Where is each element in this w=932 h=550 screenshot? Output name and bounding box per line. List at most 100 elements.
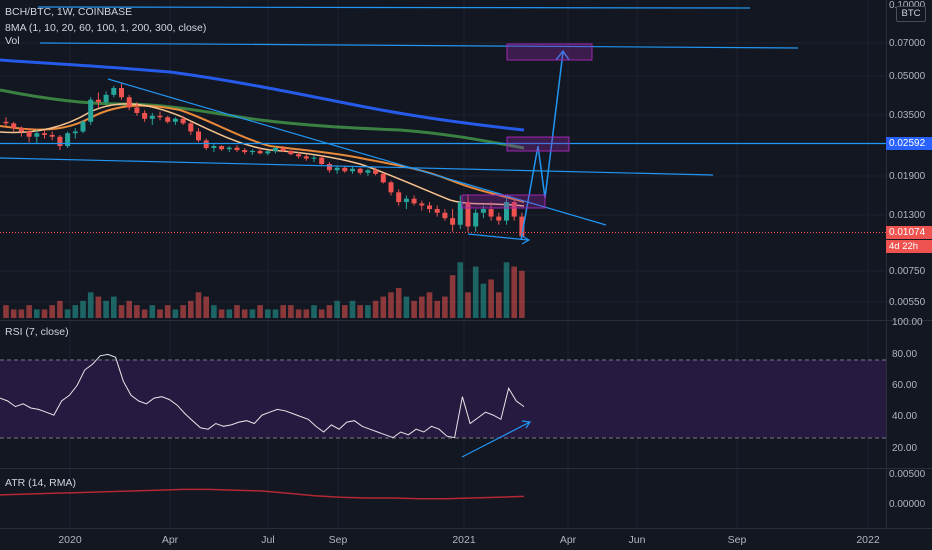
candle [57, 134, 63, 151]
trendline-lower [0, 157, 714, 176]
volume-bar [449, 275, 456, 318]
candle [249, 149, 255, 156]
rsi-legend[interactable]: RSI (7, close) [5, 326, 69, 338]
candle [511, 198, 517, 221]
volume-bar [211, 305, 217, 318]
volume-bar [265, 309, 271, 318]
time-label: Apr [162, 534, 179, 546]
volume-bar [434, 300, 440, 318]
candle [419, 200, 425, 211]
volume-bar [234, 305, 240, 318]
atr-legend[interactable]: ATR (14, RMA) [5, 477, 76, 489]
symbol-legend[interactable]: BCH/BTC, 1W, COINBASE [5, 6, 133, 18]
volume-legend[interactable]: Vol [5, 35, 20, 47]
candle [49, 131, 55, 141]
time-label: 2020 [58, 534, 82, 546]
volume-bar [380, 296, 387, 318]
candle [373, 167, 379, 176]
trendline-descending [107, 78, 607, 226]
candle [26, 128, 32, 143]
trendline-channel [39, 42, 799, 49]
ma-legend[interactable]: 8MA (1, 10, 20, 60, 100, 1, 200, 300, cl… [5, 22, 207, 34]
candle [326, 162, 332, 173]
candle [319, 155, 325, 166]
candle [465, 194, 471, 232]
volume-bar [180, 305, 186, 318]
candle [157, 111, 163, 121]
volume-bar [349, 300, 356, 318]
ma-green-line [0, 88, 525, 150]
volume-bar [357, 305, 363, 318]
price-tick: 0.03500 [889, 110, 926, 121]
volume-bar [49, 305, 55, 318]
candle [342, 165, 348, 173]
volume-bar [311, 305, 317, 318]
candle [226, 146, 232, 153]
price-line-label[interactable]: 0.02592 [886, 137, 932, 150]
rsi-axis[interactable]: 100.00 80.00 60.00 40.00 20.00 [892, 317, 923, 454]
volume-bar [3, 305, 9, 318]
last-price-label[interactable]: 0.01074 [886, 226, 932, 239]
rsi-tick: 20.00 [892, 443, 917, 454]
drawings[interactable] [0, 6, 886, 458]
candle [142, 110, 148, 122]
volume-bar [241, 309, 248, 318]
candle [280, 146, 286, 153]
volume-bar [149, 305, 156, 318]
candle [111, 85, 117, 98]
time-label: 2021 [452, 534, 476, 546]
volume-bar [442, 296, 448, 318]
candle [288, 150, 294, 156]
trendline-support [467, 233, 529, 241]
time-label: Jun [629, 534, 646, 546]
candle [149, 112, 155, 125]
time-axis[interactable]: 2020 Apr Jul Sep 2021 Apr Jun Sep 2022 [58, 534, 880, 546]
candle [196, 128, 201, 143]
volume-bars [3, 262, 525, 318]
price-tick: 0.00550 [889, 297, 926, 308]
rsi-tick: 60.00 [892, 380, 917, 391]
candle [388, 180, 394, 196]
volume-bar [519, 270, 525, 318]
volume-bar [41, 309, 48, 318]
volume-bar [342, 305, 348, 318]
atr-tick: 0.00000 [889, 499, 926, 510]
time-label: 2022 [856, 534, 880, 546]
volume-bar [157, 309, 163, 318]
candle [496, 212, 502, 225]
volume-bar [472, 266, 479, 318]
candle [273, 146, 278, 154]
volume-bar [203, 296, 209, 318]
volume-bar [326, 305, 333, 318]
volume-bar [480, 283, 487, 318]
candle [234, 145, 240, 152]
candle [180, 115, 186, 125]
volume-bar [57, 300, 63, 318]
atr-axis[interactable]: 0.00500 0.00000 [889, 469, 926, 510]
price-tick: 0.01900 [889, 171, 926, 182]
candle [80, 120, 86, 134]
volume-bar [496, 292, 502, 318]
volume-bar [188, 300, 194, 318]
rsi-band [0, 360, 886, 438]
target-boxes[interactable] [461, 43, 593, 209]
price-axis[interactable]: 0.10000 0.07000 0.05000 0.03500 0.01900 … [889, 0, 926, 308]
target-box-low [461, 194, 546, 209]
volume-bar [26, 305, 32, 318]
volume-bar [226, 309, 233, 318]
price-tick: 0.00750 [889, 266, 926, 277]
currency-badge[interactable]: BTC [896, 6, 926, 22]
volume-bar [141, 309, 148, 318]
volume-bar [257, 305, 263, 318]
candlesticks [3, 83, 525, 239]
volume-bar [395, 288, 402, 318]
volume-bar [419, 296, 425, 318]
volume-bar [403, 296, 410, 318]
candle [211, 144, 217, 153]
candle [442, 209, 448, 221]
time-label: Apr [560, 534, 577, 546]
volume-bar [10, 309, 17, 318]
volume-bar [103, 300, 109, 318]
